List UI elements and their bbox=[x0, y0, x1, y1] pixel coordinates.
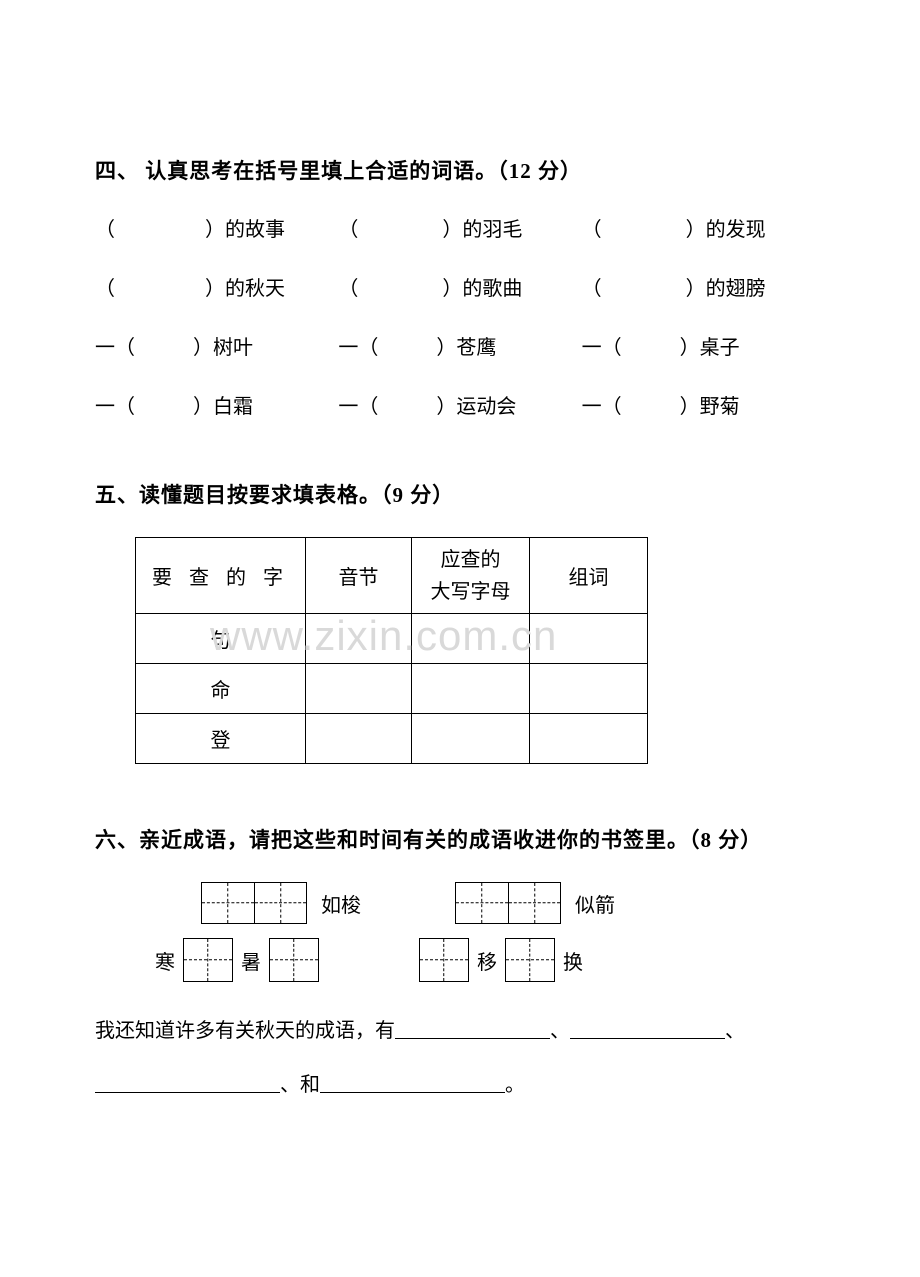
q4-item: （）的秋天 bbox=[95, 272, 338, 301]
q6-line-2: 寒 暑 移 换 bbox=[155, 938, 825, 982]
section-5: 五、读懂题目按要求填表格。（9 分） 要 查 的 字 音节 应查的大写字母 组词… bbox=[95, 479, 825, 764]
blank-line bbox=[395, 1038, 550, 1039]
idiom-group: 似箭 bbox=[455, 882, 615, 924]
blank-line bbox=[570, 1038, 725, 1039]
q5-table: 要 查 的 字 音节 应查的大写字母 组词 句 命 登 bbox=[135, 537, 648, 764]
blank-line bbox=[95, 1092, 280, 1093]
th-char: 要 查 的 字 bbox=[136, 538, 306, 614]
q4-item: 一（）白霜 bbox=[95, 390, 338, 419]
q6-paragraph: 我还知道许多有关秋天的成语，有、、 、和。 bbox=[95, 1004, 825, 1112]
table-row: 命 bbox=[136, 664, 648, 714]
q5-title: 五、读懂题目按要求填表格。（9 分） bbox=[95, 479, 825, 509]
q4-item: （）的羽毛 bbox=[338, 213, 581, 242]
q4-item: （）的翅膀 bbox=[582, 272, 825, 301]
q6-title: 六、亲近成语，请把这些和时间有关的成语收进你的书签里。（8 分） bbox=[95, 824, 825, 854]
tianzi-box bbox=[455, 882, 561, 924]
idiom-group: 如梭 bbox=[201, 882, 369, 924]
q4-item: 一（）野菊 bbox=[582, 390, 825, 419]
q4-row-1: （）的故事 （）的羽毛 （）的发现 bbox=[95, 213, 825, 242]
q4-row-4: 一（）白霜 一（）运动会 一（）野菊 bbox=[95, 390, 825, 419]
cell-char: 登 bbox=[136, 714, 306, 764]
section-4: 四、 认真思考在括号里填上合适的词语。（12 分） （）的故事 （）的羽毛 （）… bbox=[95, 155, 825, 419]
blank-line bbox=[320, 1092, 505, 1093]
q4-title: 四、 认真思考在括号里填上合适的词语。（12 分） bbox=[95, 155, 825, 185]
table-row: 句 bbox=[136, 614, 648, 664]
q4-item: 一（）苍鹰 bbox=[338, 331, 581, 360]
q4-item: （）的发现 bbox=[582, 213, 825, 242]
q4-rows: （）的故事 （）的羽毛 （）的发现 （）的秋天 （）的歌曲 （）的翅膀 一（）树… bbox=[95, 213, 825, 419]
q4-row-2: （）的秋天 （）的歌曲 （）的翅膀 bbox=[95, 272, 825, 301]
q4-row-3: 一（）树叶 一（）苍鹰 一（）桌子 bbox=[95, 331, 825, 360]
tianzi-box bbox=[201, 882, 307, 924]
tianzi-box bbox=[183, 938, 233, 982]
table-header-row: 要 查 的 字 音节 应查的大写字母 组词 bbox=[136, 538, 648, 614]
q4-item: 一（）运动会 bbox=[338, 390, 581, 419]
q4-item: （）的故事 bbox=[95, 213, 338, 242]
tianzi-box bbox=[505, 938, 555, 982]
q4-item: 一（）树叶 bbox=[95, 331, 338, 360]
tianzi-box bbox=[269, 938, 319, 982]
q6-lines: 如梭 似箭 寒 暑 移 换 bbox=[155, 882, 825, 982]
idiom-group: 移 换 bbox=[419, 938, 583, 982]
cell-char: 命 bbox=[136, 664, 306, 714]
section-6: 六、亲近成语，请把这些和时间有关的成语收进你的书签里。（8 分） 如梭 似箭 寒… bbox=[95, 824, 825, 1112]
th-letter: 应查的大写字母 bbox=[412, 538, 530, 614]
tianzi-box bbox=[419, 938, 469, 982]
cell-char: 句 bbox=[136, 614, 306, 664]
idiom-group: 寒 暑 bbox=[155, 938, 319, 982]
q4-item: （）的歌曲 bbox=[338, 272, 581, 301]
th-pinyin: 音节 bbox=[306, 538, 412, 614]
q4-item: 一（）桌子 bbox=[582, 331, 825, 360]
th-word: 组词 bbox=[530, 538, 648, 614]
q6-line-1: 如梭 似箭 bbox=[155, 882, 825, 924]
table-row: 登 bbox=[136, 714, 648, 764]
